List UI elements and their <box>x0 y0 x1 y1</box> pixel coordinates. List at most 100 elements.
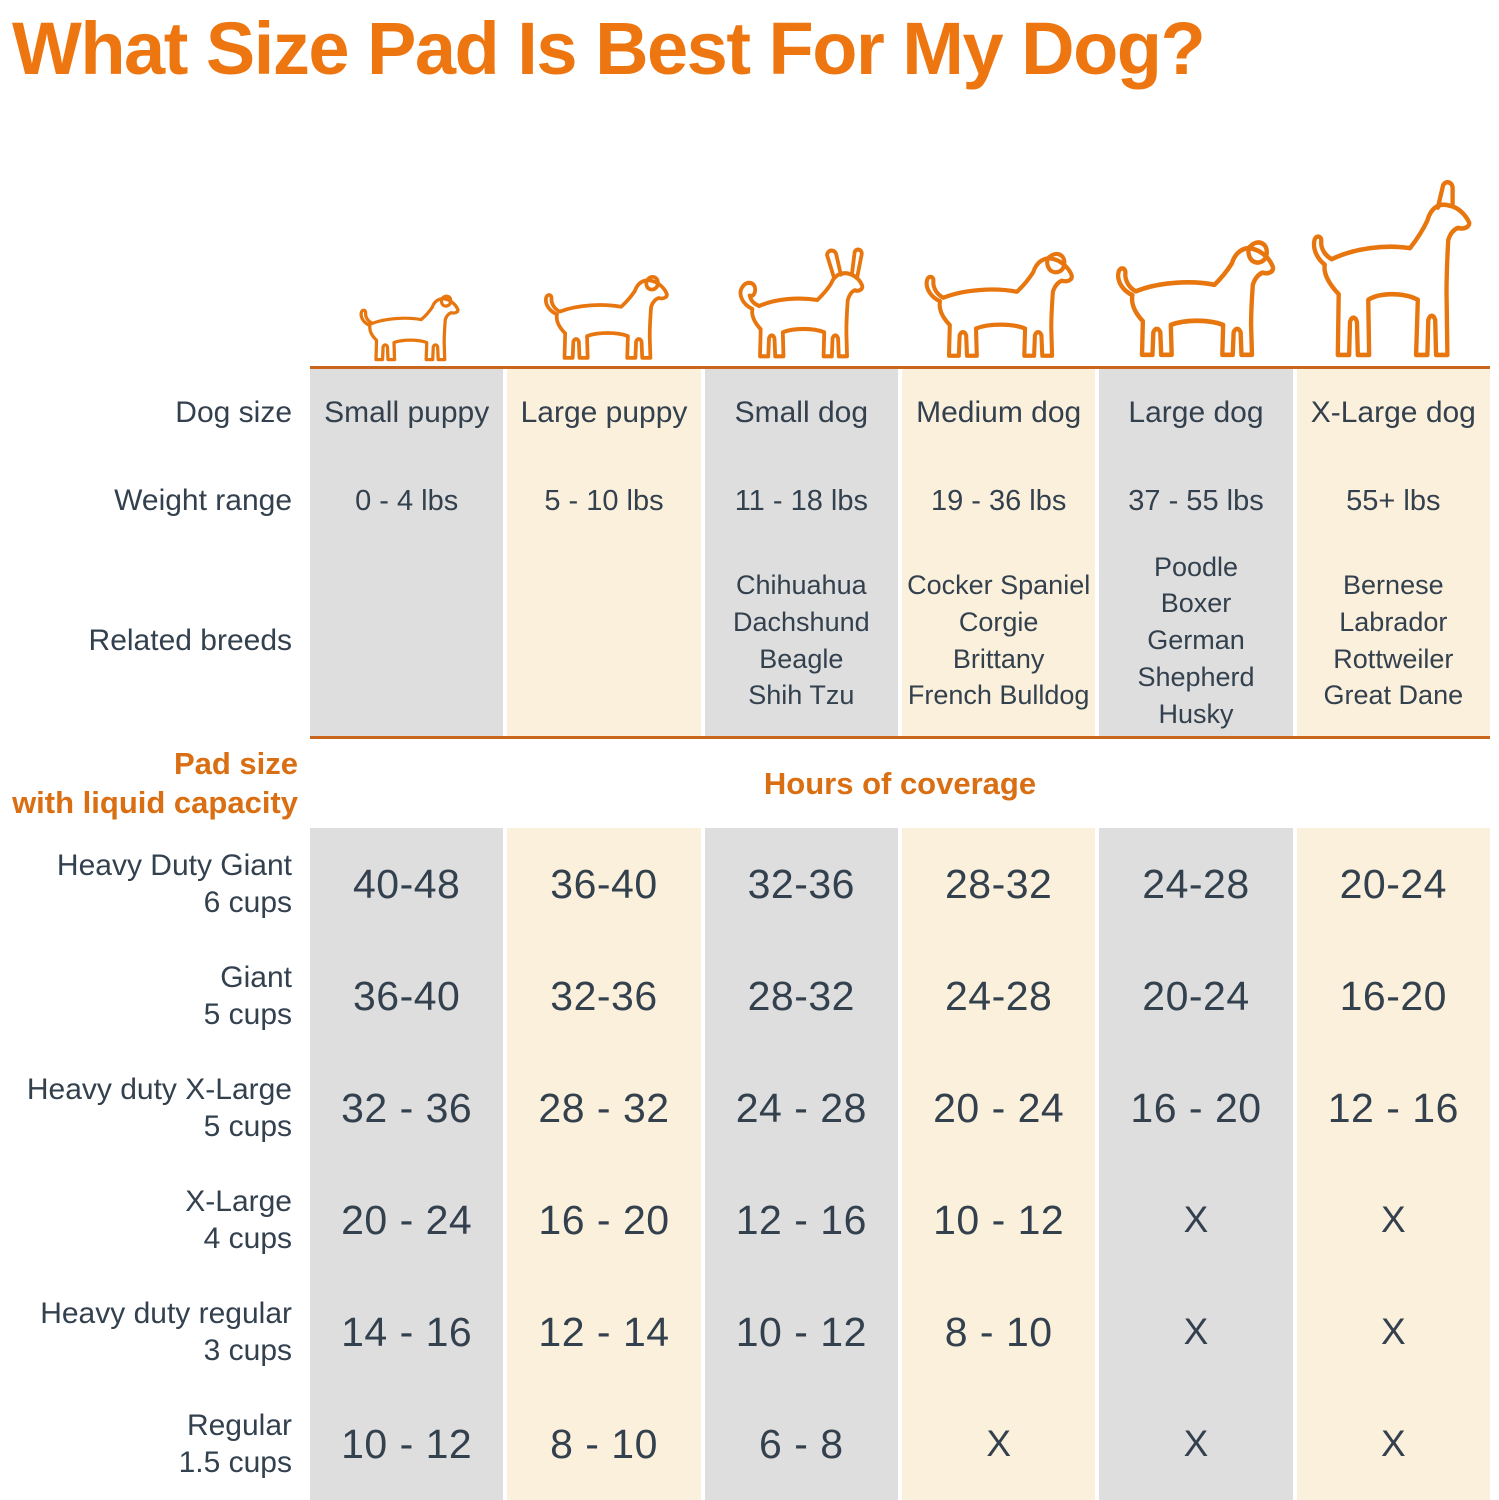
weight-value: 19 - 36 lbs <box>930 484 1067 517</box>
weight-cell: 37 - 55 lbs <box>1099 457 1293 545</box>
hours-value: 14 - 16 <box>341 1308 473 1355</box>
pad-row-label-cell: Heavy duty regular 3 cups <box>0 1276 306 1388</box>
weight-cell: 55+ lbs <box>1296 457 1490 545</box>
hours-value: 20-24 <box>1142 972 1250 1019</box>
weight-range-row: Weight range 0 - 4 lbs 5 - 10 lbs 11 - 1… <box>0 457 1490 545</box>
pad-row-label-cell: Giant 5 cups <box>0 940 306 1052</box>
hours-cell: 40-48 <box>310 828 504 940</box>
column-header-small-dog: Small dog <box>704 369 898 457</box>
pad-name: Heavy duty regular <box>40 1296 292 1330</box>
hours-value: 16 - 20 <box>538 1196 670 1243</box>
hours-cell: 16-20 <box>1296 940 1490 1052</box>
column-header-x-large-dog: X-Large dog <box>1296 369 1490 457</box>
hours-value: 10 - 12 <box>933 1196 1065 1243</box>
hours-value: 8 - 10 <box>944 1308 1053 1355</box>
breeds-cell: Cocker Spaniel Corgie Brittany French Bu… <box>901 545 1096 736</box>
breed-item: Poodle <box>1153 551 1239 582</box>
hours-value: 20 - 24 <box>341 1196 473 1243</box>
hours-cell: X <box>1296 1164 1490 1276</box>
pad-name: X-Large <box>185 1184 292 1218</box>
hours-value: 10 - 12 <box>735 1308 867 1355</box>
hours-value: 12 - 16 <box>1327 1084 1459 1131</box>
breed-item: Shih Tzu <box>748 680 855 711</box>
pad-size-heading-line1: Pad size <box>173 745 298 781</box>
hours-cell: 12 - 16 <box>1296 1052 1490 1164</box>
weight-value: 5 - 10 lbs <box>544 484 664 517</box>
hours-value: 16-20 <box>1339 972 1447 1019</box>
pad-capacity: 5 cups <box>203 1110 292 1143</box>
related-breeds-label: Related breeds <box>88 623 292 657</box>
hours-cell: 24 - 28 <box>704 1052 898 1164</box>
large-dog-icon <box>1116 240 1276 358</box>
column-header-text: Small dog <box>734 396 869 429</box>
dog-illustrations-row <box>310 160 1490 366</box>
breed-item: Bernese <box>1343 570 1444 601</box>
hours-value: X <box>1380 1199 1406 1240</box>
hours-value: 28-32 <box>747 972 855 1019</box>
hours-value: X <box>1183 1199 1209 1240</box>
hours-cell: X <box>1099 1276 1293 1388</box>
medium-dog-icon <box>924 251 1074 358</box>
breed-item: Labrador <box>1339 606 1448 637</box>
weight-cell: 19 - 36 lbs <box>901 457 1096 545</box>
top-divider-line <box>310 366 1490 369</box>
pad-row-label-cell: Regular 1.5 cups <box>0 1388 306 1500</box>
column-header-text: Large dog <box>1128 396 1264 429</box>
weight-cell: 0 - 4 lbs <box>310 457 504 545</box>
breeds-list: Bernese Labrador Rottweiler Great Dane <box>1321 567 1467 714</box>
column-header-medium-dog: Medium dog <box>901 369 1096 457</box>
pad-name: Giant <box>220 960 292 994</box>
hours-value: 32-36 <box>747 860 855 907</box>
breed-item: Rottweiler <box>1333 643 1454 674</box>
hours-cell: 16 - 20 <box>1099 1052 1293 1164</box>
hours-value: X <box>986 1423 1011 1464</box>
hours-table: Heavy Duty Giant 6 cups 40-48 36-40 32-3… <box>0 828 1490 1500</box>
pad-row-label-cell: Heavy duty X-Large 5 cups <box>0 1052 306 1164</box>
hours-value: 28-32 <box>944 860 1053 907</box>
column-header-text: Large puppy <box>520 396 688 429</box>
hours-cell: 32-36 <box>507 940 701 1052</box>
column-header-text: X-Large dog <box>1310 396 1476 429</box>
pad-capacity: 6 cups <box>203 886 292 919</box>
breed-item: Cocker Spaniel <box>907 570 1091 601</box>
breed-item: Dachshund <box>733 606 870 637</box>
dog-size-row-label-cell: Dog size <box>0 369 306 457</box>
large-puppy-dog-icon <box>544 275 669 360</box>
x-large-dog-great-dane-icon <box>1311 180 1472 358</box>
page-title: What Size Pad Is Best For My Dog? <box>12 7 1206 90</box>
small-dog-chihuahua-icon <box>738 247 865 359</box>
weight-range-row-label-cell: Weight range <box>0 457 306 545</box>
hours-value: 16 - 20 <box>1130 1084 1262 1131</box>
hours-cell: 36-40 <box>507 828 701 940</box>
hours-cell: 28 - 32 <box>507 1052 701 1164</box>
hours-cell: 28-32 <box>704 940 898 1052</box>
hours-value: 32-36 <box>550 972 658 1019</box>
breed-item: French Bulldog <box>907 680 1090 711</box>
breed-item: Husky <box>1158 698 1234 729</box>
hours-value: 8 - 10 <box>550 1420 658 1467</box>
hours-value: X <box>1380 1311 1406 1352</box>
hours-cell: 10 - 12 <box>901 1164 1096 1276</box>
hours-value: 10 - 12 <box>341 1420 473 1467</box>
hours-cell: 10 - 12 <box>704 1276 898 1388</box>
pad-size-heading: Pad size with liquid capacity <box>0 739 306 828</box>
pad-row-label-cell: Heavy Duty Giant 6 cups <box>0 828 306 940</box>
hours-value: 36-40 <box>550 860 658 907</box>
breed-item: Beagle <box>759 643 844 674</box>
breeds-list: Chihuahua Dachshund Beagle Shih Tzu <box>730 567 873 714</box>
hours-value: 20 - 24 <box>933 1084 1065 1131</box>
weight-cell: 5 - 10 lbs <box>507 457 701 545</box>
hours-cell: 8 - 10 <box>901 1276 1096 1388</box>
hours-value: 20-24 <box>1339 860 1447 907</box>
title-block: What Size Pad Is Best For My Dog? <box>0 0 1499 160</box>
hours-value: 32 - 36 <box>341 1084 473 1131</box>
middle-divider-line <box>310 736 1490 739</box>
hours-value: 28 - 32 <box>538 1084 670 1131</box>
hours-cell: 24-28 <box>1099 828 1293 940</box>
weight-value: 55+ lbs <box>1346 484 1441 517</box>
hours-value: X <box>1183 1311 1209 1352</box>
pad-name: Heavy duty X-Large <box>26 1072 292 1106</box>
breed-item: Brittany <box>952 643 1045 674</box>
breeds-cell: Chihuahua Dachshund Beagle Shih Tzu <box>704 545 898 736</box>
